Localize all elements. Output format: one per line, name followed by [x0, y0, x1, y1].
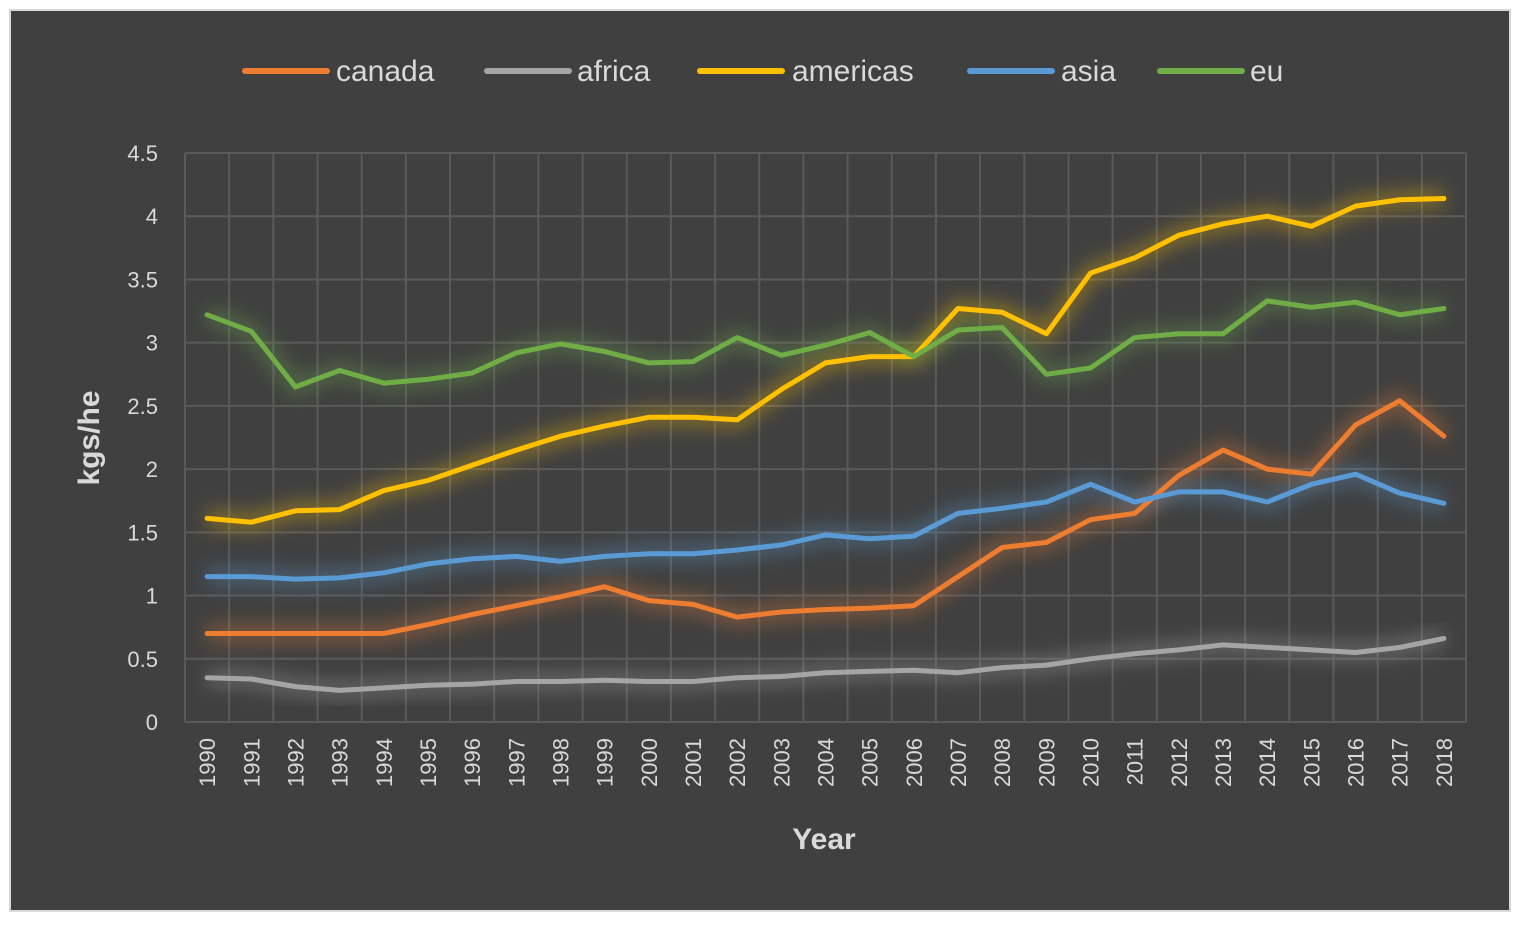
- x-tick-label: 1990: [195, 738, 220, 787]
- y-tick-label: 3.5: [127, 267, 158, 292]
- x-tick-label: 2000: [637, 738, 662, 787]
- x-tick-label: 2013: [1211, 738, 1236, 787]
- x-tick-label: 2002: [725, 738, 750, 787]
- y-tick-label: 0: [146, 710, 158, 735]
- x-tick-label: 2005: [858, 738, 883, 787]
- y-axis-ticks: 0 0.5 1 1.5 2 2.5 3 3.5 4 4.5: [127, 141, 158, 735]
- legend-label-asia: asia: [1061, 55, 1116, 88]
- y-tick-label: 1.5: [127, 520, 158, 545]
- x-axis-ticks: 1990 1991 1992 1993 1994 1995 1996 1997 1998 1999…: [195, 738, 1457, 787]
- y-tick-label: 1: [146, 584, 158, 609]
- y-tick-label: 0.5: [127, 647, 158, 672]
- y-tick-label: 4: [146, 204, 158, 229]
- x-tick-label: 2007: [946, 738, 971, 787]
- x-tick-label: 1995: [416, 738, 441, 787]
- y-tick-label: 4.5: [127, 141, 158, 166]
- series-glow-canada: [207, 391, 1450, 643]
- x-tick-label: 1998: [548, 738, 573, 787]
- legend-label-africa: africa: [577, 55, 651, 88]
- x-tick-label: 2014: [1255, 738, 1280, 787]
- x-tick-label: 2008: [990, 738, 1015, 787]
- x-tick-label: 2012: [1167, 738, 1192, 787]
- y-axis-title: kgs/he: [73, 390, 106, 485]
- x-tick-label: 1992: [283, 738, 308, 787]
- series-line-canada: [204, 398, 1447, 636]
- x-tick-label: 2001: [681, 738, 706, 787]
- series-glow: [203, 189, 1450, 700]
- x-tick-label: 2016: [1344, 738, 1369, 787]
- x-tick-label: 2009: [1034, 738, 1059, 787]
- x-tick-label: 2010: [1079, 738, 1104, 787]
- x-tick-label: 2017: [1388, 738, 1413, 787]
- legend-label-americas: americas: [792, 55, 914, 88]
- x-tick-label: 1991: [239, 738, 264, 787]
- x-tick-label: 1996: [460, 738, 485, 787]
- x-tick-label: 1999: [593, 738, 618, 787]
- x-tick-label: 1994: [372, 738, 397, 787]
- y-tick-label: 2.5: [127, 394, 158, 419]
- x-tick-label: 1997: [504, 738, 529, 787]
- y-tick-label: 3: [146, 331, 158, 356]
- legend-label-canada: canada: [336, 55, 435, 88]
- x-tick-label: 2011: [1123, 738, 1148, 785]
- series-lines: [204, 196, 1447, 693]
- x-tick-label: 2018: [1432, 738, 1457, 787]
- legend: canada africa americas asia eu: [242, 55, 1283, 88]
- x-tick-label: 2006: [902, 738, 927, 787]
- x-tick-label: 2015: [1299, 738, 1324, 787]
- x-axis-title: Year: [792, 823, 856, 856]
- x-tick-label: 1993: [328, 738, 353, 787]
- x-tick-label: 2004: [814, 738, 839, 787]
- x-tick-label: 2003: [769, 738, 794, 787]
- legend-label-eu: eu: [1250, 55, 1283, 88]
- y-tick-label: 2: [146, 457, 158, 482]
